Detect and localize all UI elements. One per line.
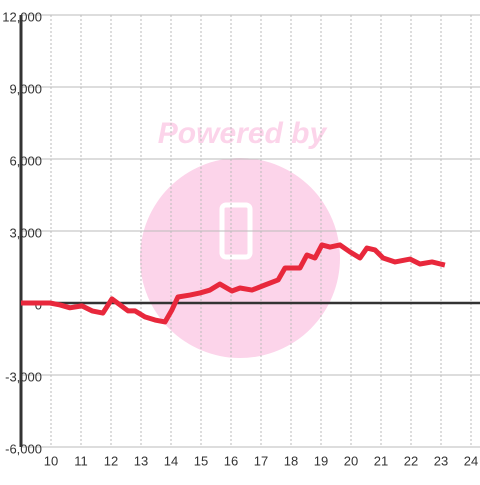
data-line xyxy=(21,242,446,325)
x-tick-label: 20 xyxy=(344,453,358,468)
x-tick-label: 11 xyxy=(74,453,88,468)
x-tick-label: 12 xyxy=(104,453,118,468)
x-tick-label: 22 xyxy=(404,453,418,468)
x-tick-label: 18 xyxy=(284,453,298,468)
y-tick-label: 9,000 xyxy=(9,81,42,96)
watermark-text: Powered by xyxy=(158,117,328,150)
x-tick-label: 10 xyxy=(44,453,58,468)
x-tick-label: 19 xyxy=(314,453,328,468)
y-tick-label: -6,000 xyxy=(5,441,42,456)
y-tick-label: -3,000 xyxy=(5,369,42,384)
x-tick-label: 13 xyxy=(134,453,148,468)
x-tick-label: 24 xyxy=(464,453,478,468)
x-tick-label: 23 xyxy=(434,453,448,468)
x-tick-label: 21 xyxy=(374,453,388,468)
y-tick-label: 6,000 xyxy=(9,153,42,168)
y-tick-label: 3,000 xyxy=(9,225,42,240)
x-tick-label: 15 xyxy=(194,453,208,468)
x-tick-label: 17 xyxy=(254,453,268,468)
x-tick-label: 14 xyxy=(164,453,178,468)
x-tick-label: 16 xyxy=(224,453,238,468)
